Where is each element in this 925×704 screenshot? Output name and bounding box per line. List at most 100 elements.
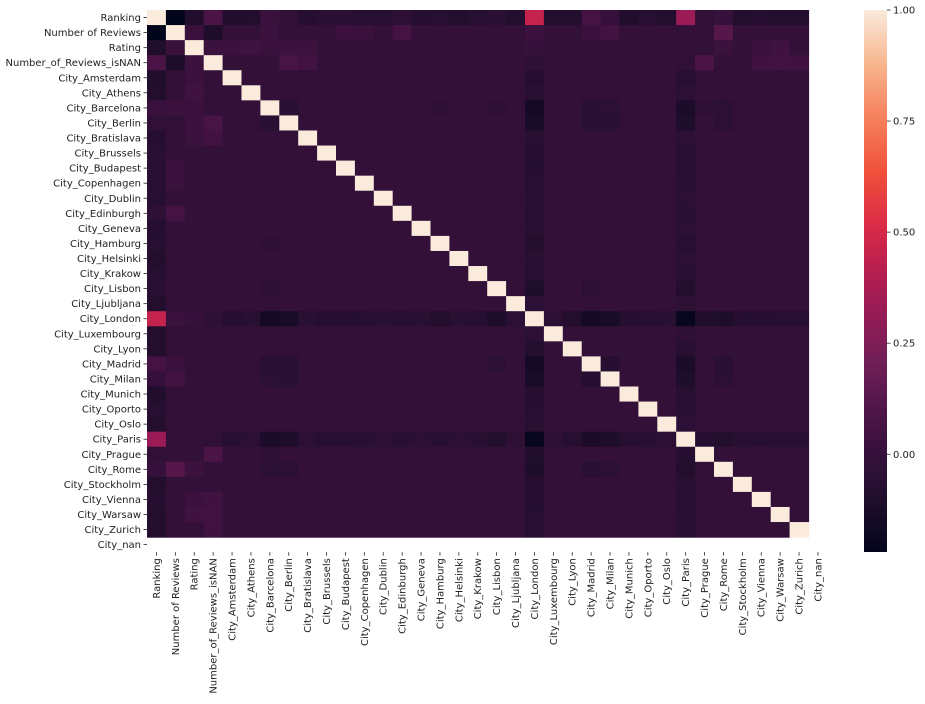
- heatmap-cell: [752, 146, 772, 162]
- heatmap-cell: [223, 10, 243, 26]
- heatmap-cell: [242, 447, 262, 463]
- heatmap-cell: [620, 507, 640, 523]
- heatmap-cell: [733, 146, 753, 162]
- heatmap-cell: [506, 85, 525, 101]
- heatmap-cell: [638, 387, 658, 403]
- heatmap-cell: [582, 341, 602, 357]
- heatmap-cell: [374, 251, 394, 267]
- heatmap-cell: [525, 462, 545, 478]
- heatmap-cell: [185, 356, 205, 372]
- heatmap-cell: [638, 266, 658, 282]
- heatmap-cell: [412, 251, 432, 267]
- heatmap-cell: [355, 191, 375, 207]
- heatmap-cell: [752, 206, 772, 222]
- heatmap-cell: [676, 266, 696, 282]
- y-tick-label: City_Lyon: [93, 344, 141, 355]
- heatmap-cell: [544, 356, 564, 372]
- heatmap-cell: [260, 492, 280, 508]
- heatmap-cell: [412, 462, 432, 478]
- heatmap-cell: [298, 100, 318, 116]
- heatmap-cell: [223, 70, 243, 86]
- heatmap-cell: [733, 402, 753, 418]
- heatmap-cell: [431, 281, 451, 297]
- heatmap-cell: [582, 206, 602, 222]
- heatmap-cell: [676, 191, 696, 207]
- heatmap-cell: [771, 161, 791, 177]
- heatmap-cell: [431, 522, 451, 538]
- heatmap-cell: [185, 146, 205, 162]
- heatmap-cell: [733, 447, 753, 463]
- heatmap-cell: [223, 507, 243, 523]
- heatmap-cell: [185, 85, 205, 101]
- heatmap-cell: [242, 10, 262, 26]
- heatmap-cell: [525, 191, 545, 207]
- heatmap-cell: [147, 161, 167, 177]
- heatmap-cell: [260, 85, 280, 101]
- heatmap-cell: [147, 462, 167, 478]
- heatmap-cell: [752, 40, 772, 56]
- heatmap-cell: [317, 10, 337, 26]
- heatmap-cell: [166, 402, 186, 418]
- heatmap-cell: [506, 402, 525, 418]
- heatmap-cell: [393, 251, 413, 267]
- heatmap-cell: [185, 251, 205, 267]
- heatmap-cell: [582, 266, 602, 282]
- heatmap-cell: [393, 146, 413, 162]
- heatmap-cell: [752, 191, 772, 207]
- heatmap-cell: [317, 462, 337, 478]
- heatmap-cell: [525, 296, 545, 312]
- x-tick-label: City_Stockholm: [738, 558, 749, 635]
- heatmap-cell: [449, 55, 469, 71]
- x-tick-label: City_Rome: [719, 558, 730, 611]
- heatmap-cell: [185, 281, 205, 297]
- heatmap-cell: [336, 281, 356, 297]
- heatmap-cell: [771, 10, 791, 26]
- heatmap-cell: [147, 25, 167, 41]
- x-tick-label: City_Brussels: [322, 558, 333, 624]
- heatmap-cell: [449, 477, 469, 493]
- heatmap-cell: [355, 462, 375, 478]
- y-tick-label: City_Geneva: [78, 224, 141, 235]
- heatmap-cell: [487, 266, 507, 282]
- heatmap-cell: [601, 492, 621, 508]
- heatmap-cell: [355, 146, 375, 162]
- heatmap-cell: [355, 387, 375, 403]
- heatmap-cell: [393, 115, 413, 131]
- heatmap-cell: [714, 447, 734, 463]
- heatmap-cell: [374, 311, 394, 327]
- heatmap-cell: [733, 85, 753, 101]
- heatmap-cell: [431, 251, 451, 267]
- heatmap-cell: [242, 326, 262, 342]
- heatmap-cell: [771, 176, 791, 192]
- heatmap-cell: [279, 417, 299, 433]
- heatmap-cell: [449, 507, 469, 523]
- heatmap-cell: [676, 311, 696, 327]
- heatmap-cell: [695, 417, 715, 433]
- heatmap-cell: [147, 40, 167, 56]
- heatmap-cell: [204, 356, 224, 372]
- heatmap-cell: [242, 191, 262, 207]
- heatmap-cell: [185, 522, 205, 538]
- x-tick-label: City_Bratislava: [303, 558, 314, 633]
- heatmap-cell: [260, 70, 280, 86]
- heatmap-cell: [223, 371, 243, 387]
- heatmap-cell: [657, 507, 677, 523]
- heatmap-cell: [601, 507, 621, 523]
- heatmap-cell: [431, 236, 451, 252]
- heatmap-cell: [260, 356, 280, 372]
- heatmap-cell: [204, 522, 224, 538]
- heatmap-cell: [317, 146, 337, 162]
- heatmap-cell: [468, 206, 488, 222]
- heatmap-cell: [393, 40, 413, 56]
- heatmap-cell: [771, 85, 791, 101]
- heatmap-cell: [582, 492, 602, 508]
- heatmap-cell: [204, 55, 224, 71]
- heatmap-cell: [336, 85, 356, 101]
- heatmap-cell: [771, 341, 791, 357]
- heatmap-cell: [449, 161, 469, 177]
- heatmap-cell: [563, 417, 583, 433]
- heatmap-cell: [336, 221, 356, 237]
- heatmap-cell: [506, 25, 525, 41]
- y-tick-label: City_Amsterdam: [58, 73, 141, 84]
- heatmap-cell: [449, 115, 469, 131]
